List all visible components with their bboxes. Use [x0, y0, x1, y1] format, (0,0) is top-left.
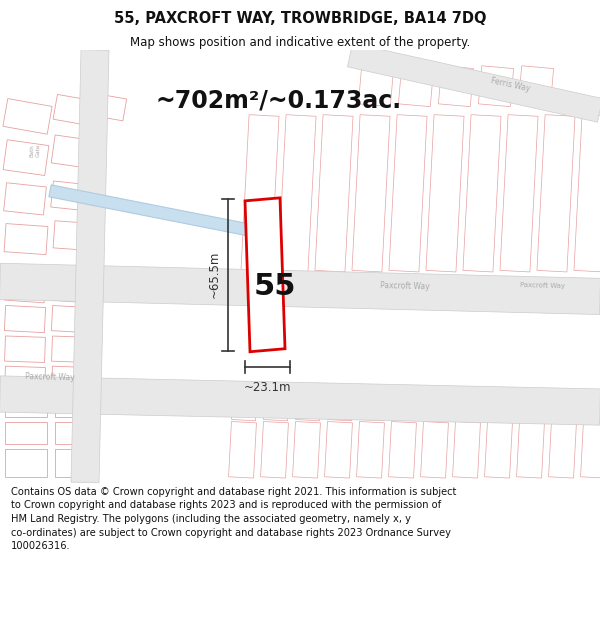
Polygon shape — [424, 401, 448, 421]
Polygon shape — [278, 115, 316, 272]
Polygon shape — [5, 366, 46, 392]
Polygon shape — [3, 99, 52, 134]
Polygon shape — [55, 422, 90, 444]
Text: 55: 55 — [254, 272, 296, 301]
Polygon shape — [520, 401, 544, 421]
Polygon shape — [421, 421, 448, 478]
Polygon shape — [3, 140, 49, 176]
Polygon shape — [4, 224, 48, 254]
Polygon shape — [241, 115, 279, 272]
Polygon shape — [426, 115, 464, 272]
Polygon shape — [55, 397, 90, 417]
Polygon shape — [352, 115, 390, 272]
Polygon shape — [517, 421, 544, 478]
Polygon shape — [51, 135, 93, 168]
Polygon shape — [478, 66, 514, 107]
Polygon shape — [52, 366, 88, 392]
Polygon shape — [51, 181, 88, 211]
Polygon shape — [49, 185, 281, 242]
Polygon shape — [328, 401, 352, 421]
Polygon shape — [296, 401, 320, 421]
Polygon shape — [5, 449, 47, 478]
Polygon shape — [398, 66, 434, 107]
Text: Paxcroft Way: Paxcroft Way — [25, 372, 75, 382]
Polygon shape — [229, 421, 256, 478]
Polygon shape — [359, 401, 385, 421]
Polygon shape — [4, 306, 46, 332]
Polygon shape — [518, 66, 554, 107]
Polygon shape — [4, 275, 46, 303]
Polygon shape — [4, 182, 46, 215]
Polygon shape — [463, 115, 501, 272]
Polygon shape — [392, 401, 416, 421]
Text: Paxcroft Way: Paxcroft Way — [380, 281, 430, 291]
Polygon shape — [5, 397, 47, 417]
Polygon shape — [347, 43, 600, 122]
Polygon shape — [52, 306, 89, 332]
Text: Contains OS data © Crown copyright and database right 2021. This information is : Contains OS data © Crown copyright and d… — [11, 487, 456, 551]
Polygon shape — [260, 421, 289, 478]
Text: Bath
Gate: Bath Gate — [30, 144, 41, 158]
Polygon shape — [53, 94, 92, 125]
Polygon shape — [452, 421, 481, 478]
Polygon shape — [51, 275, 89, 302]
Polygon shape — [389, 421, 416, 478]
Text: Map shows position and indicative extent of the property.: Map shows position and indicative extent… — [130, 36, 470, 49]
Polygon shape — [574, 115, 600, 272]
Polygon shape — [584, 401, 600, 421]
Polygon shape — [71, 49, 109, 483]
Polygon shape — [5, 422, 47, 444]
Text: ~65.5m: ~65.5m — [208, 251, 221, 299]
Polygon shape — [52, 336, 88, 362]
Polygon shape — [551, 401, 577, 421]
Text: Ferris Way: Ferris Way — [490, 77, 531, 94]
Polygon shape — [53, 221, 91, 251]
Polygon shape — [488, 401, 512, 421]
Text: ~23.1m: ~23.1m — [244, 381, 291, 394]
Polygon shape — [485, 421, 512, 478]
Text: 55, PAXCROFT WAY, TROWBRIDGE, BA14 7DQ: 55, PAXCROFT WAY, TROWBRIDGE, BA14 7DQ — [114, 11, 486, 26]
Polygon shape — [325, 421, 352, 478]
Polygon shape — [315, 115, 353, 272]
Polygon shape — [5, 336, 46, 362]
Polygon shape — [537, 115, 575, 272]
Polygon shape — [439, 66, 473, 107]
Polygon shape — [263, 401, 289, 421]
Polygon shape — [581, 421, 600, 478]
Polygon shape — [389, 115, 427, 272]
Polygon shape — [356, 421, 385, 478]
Text: ~702m²/~0.173ac.: ~702m²/~0.173ac. — [155, 88, 401, 112]
Polygon shape — [0, 263, 600, 314]
Polygon shape — [245, 198, 285, 352]
Polygon shape — [94, 94, 127, 121]
Polygon shape — [55, 449, 90, 478]
Text: Paxcroft Way: Paxcroft Way — [520, 282, 565, 289]
Polygon shape — [232, 401, 256, 421]
Polygon shape — [0, 376, 600, 425]
Polygon shape — [293, 421, 320, 478]
Polygon shape — [455, 401, 481, 421]
Polygon shape — [500, 115, 538, 272]
Polygon shape — [548, 421, 577, 478]
Polygon shape — [358, 66, 394, 107]
